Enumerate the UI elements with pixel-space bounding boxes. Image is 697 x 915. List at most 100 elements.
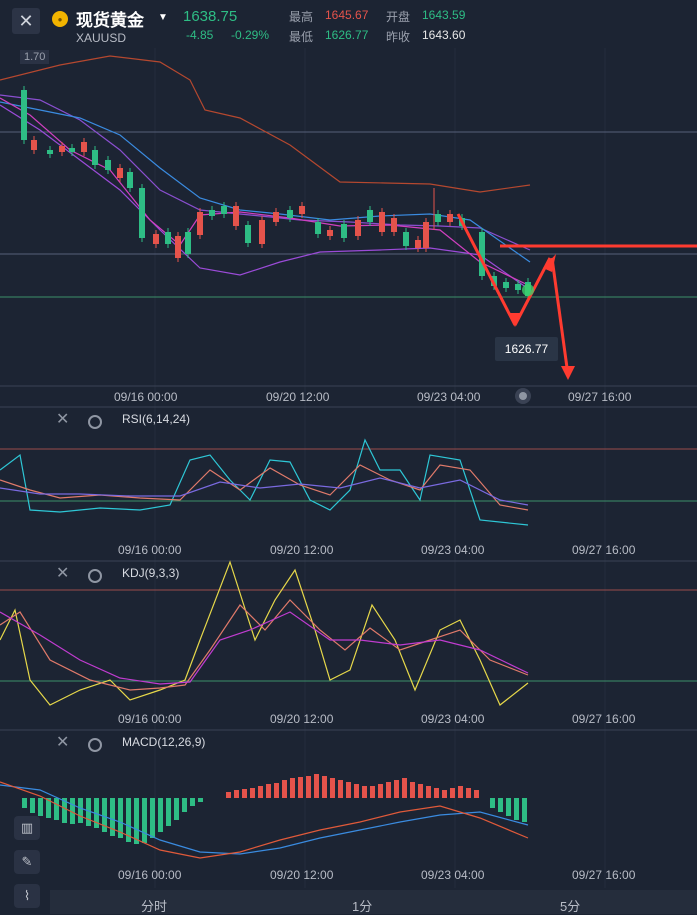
time-label: 09/20 12:00 bbox=[270, 868, 334, 882]
time-label: 09/27 16:00 bbox=[568, 390, 632, 404]
chevron-down-icon[interactable]: ▼ bbox=[158, 12, 168, 23]
timeframe-tab-1m[interactable]: 1分 bbox=[352, 899, 373, 914]
time-label: 09/27 16:00 bbox=[572, 712, 636, 726]
current-price-dot bbox=[522, 284, 534, 296]
time-label: 09/23 04:00 bbox=[421, 543, 485, 557]
candle-body bbox=[479, 232, 485, 276]
macd-bar bbox=[426, 786, 431, 798]
macd-label: MACD(12,26,9) bbox=[122, 735, 206, 749]
candle-body bbox=[503, 282, 509, 288]
candle-body bbox=[315, 222, 321, 234]
indicator-icon[interactable]: ⌇ bbox=[14, 884, 40, 908]
prev-close-value: 1643.60 bbox=[422, 28, 466, 42]
macd-bar bbox=[242, 789, 247, 798]
candle-body bbox=[221, 206, 227, 214]
macd-bar bbox=[506, 798, 511, 816]
candle-body bbox=[117, 168, 123, 178]
candle-body bbox=[355, 220, 361, 236]
candle-body bbox=[47, 150, 53, 154]
candle-body bbox=[287, 210, 293, 218]
time-label: 09/16 00:00 bbox=[118, 712, 182, 726]
macd-bar bbox=[346, 782, 351, 798]
time-label: 09/16 00:00 bbox=[114, 390, 178, 404]
candle-body bbox=[139, 188, 145, 238]
open-value: 1643.59 bbox=[422, 8, 466, 22]
candle-body bbox=[21, 90, 27, 140]
macd-dea bbox=[0, 784, 529, 855]
macd-bar bbox=[142, 798, 147, 843]
candle-body bbox=[185, 232, 191, 254]
macd-bar bbox=[298, 777, 303, 798]
macd-bar bbox=[46, 798, 51, 818]
macd-bar bbox=[134, 798, 139, 844]
arrow-down-1 bbox=[456, 213, 517, 326]
macd-bar bbox=[514, 798, 519, 820]
candle-icon[interactable]: ▥ bbox=[14, 816, 40, 840]
macd-bar bbox=[266, 784, 271, 798]
macd-bar bbox=[198, 798, 203, 802]
rsi-6 bbox=[0, 438, 529, 526]
macd-bar bbox=[322, 776, 327, 798]
candle-body bbox=[69, 148, 75, 152]
arrowhead-down bbox=[508, 313, 522, 327]
macd-bar bbox=[78, 798, 83, 823]
macd-bar bbox=[274, 783, 279, 798]
upper-band bbox=[0, 55, 531, 193]
macd-bar bbox=[314, 774, 319, 798]
macd-bar bbox=[30, 798, 35, 813]
rsi-label: RSI(6,14,24) bbox=[122, 412, 191, 426]
middle-band bbox=[0, 94, 531, 251]
candle-body bbox=[31, 140, 37, 150]
macd-bar bbox=[158, 798, 163, 832]
macd-bar bbox=[378, 784, 383, 798]
time-label: 09/16 00:00 bbox=[118, 868, 182, 882]
chart-scroll-handle[interactable] bbox=[515, 388, 531, 404]
kdj-label: KDJ(9,3,3) bbox=[122, 566, 180, 580]
candle-body bbox=[59, 146, 65, 152]
macd-bar bbox=[522, 798, 527, 822]
macd-bar bbox=[174, 798, 179, 820]
lower-band bbox=[0, 104, 531, 291]
kdj-d bbox=[0, 611, 529, 685]
timeframe-bar bbox=[50, 890, 697, 914]
macd-bar bbox=[402, 778, 407, 798]
macd-bar bbox=[290, 778, 295, 798]
current-price: 1638.75 bbox=[183, 8, 238, 25]
timeframe-tab-5m[interactable]: 5分 bbox=[560, 899, 581, 914]
candle-body bbox=[423, 222, 429, 248]
time-label: 09/23 04:00 bbox=[421, 868, 485, 882]
macd-bar bbox=[110, 798, 115, 836]
close-icon: ✕ bbox=[18, 11, 34, 31]
close-icon[interactable]: ✕ bbox=[56, 734, 70, 751]
prev-close-label: 昨收 bbox=[386, 30, 411, 44]
timeframe-tab-tick[interactable]: 分时 bbox=[141, 899, 168, 914]
macd-bar bbox=[94, 798, 99, 828]
arrow-down-2 bbox=[550, 257, 570, 376]
candle-body bbox=[81, 142, 87, 152]
low-label: 最低 bbox=[289, 30, 314, 44]
close-icon[interactable]: ✕ bbox=[56, 565, 70, 582]
macd-bar bbox=[234, 790, 239, 798]
kdj-k bbox=[0, 599, 529, 691]
candle-body bbox=[379, 212, 385, 232]
macd-bar bbox=[150, 798, 155, 838]
candle-body bbox=[245, 225, 251, 243]
time-label: 09/27 16:00 bbox=[572, 543, 636, 557]
close-icon[interactable]: ✕ bbox=[56, 411, 70, 428]
time-label: 09/27 16:00 bbox=[572, 868, 636, 882]
gear-icon[interactable] bbox=[88, 738, 102, 752]
gear-icon[interactable] bbox=[88, 415, 102, 429]
close-button[interactable]: ✕ bbox=[12, 8, 40, 34]
instrument-title[interactable]: 现货黄金 bbox=[76, 11, 144, 30]
macd-bar bbox=[490, 798, 495, 808]
open-label: 开盘 bbox=[386, 10, 411, 24]
pencil-icon[interactable]: ✎ bbox=[14, 850, 40, 874]
macd-bar bbox=[126, 798, 131, 842]
candle-body bbox=[233, 206, 239, 226]
candle-body bbox=[175, 236, 181, 258]
macd-bar bbox=[182, 798, 187, 812]
time-label: 09/20 12:00 bbox=[270, 543, 334, 557]
macd-bar bbox=[306, 776, 311, 798]
gear-icon[interactable] bbox=[88, 569, 102, 583]
